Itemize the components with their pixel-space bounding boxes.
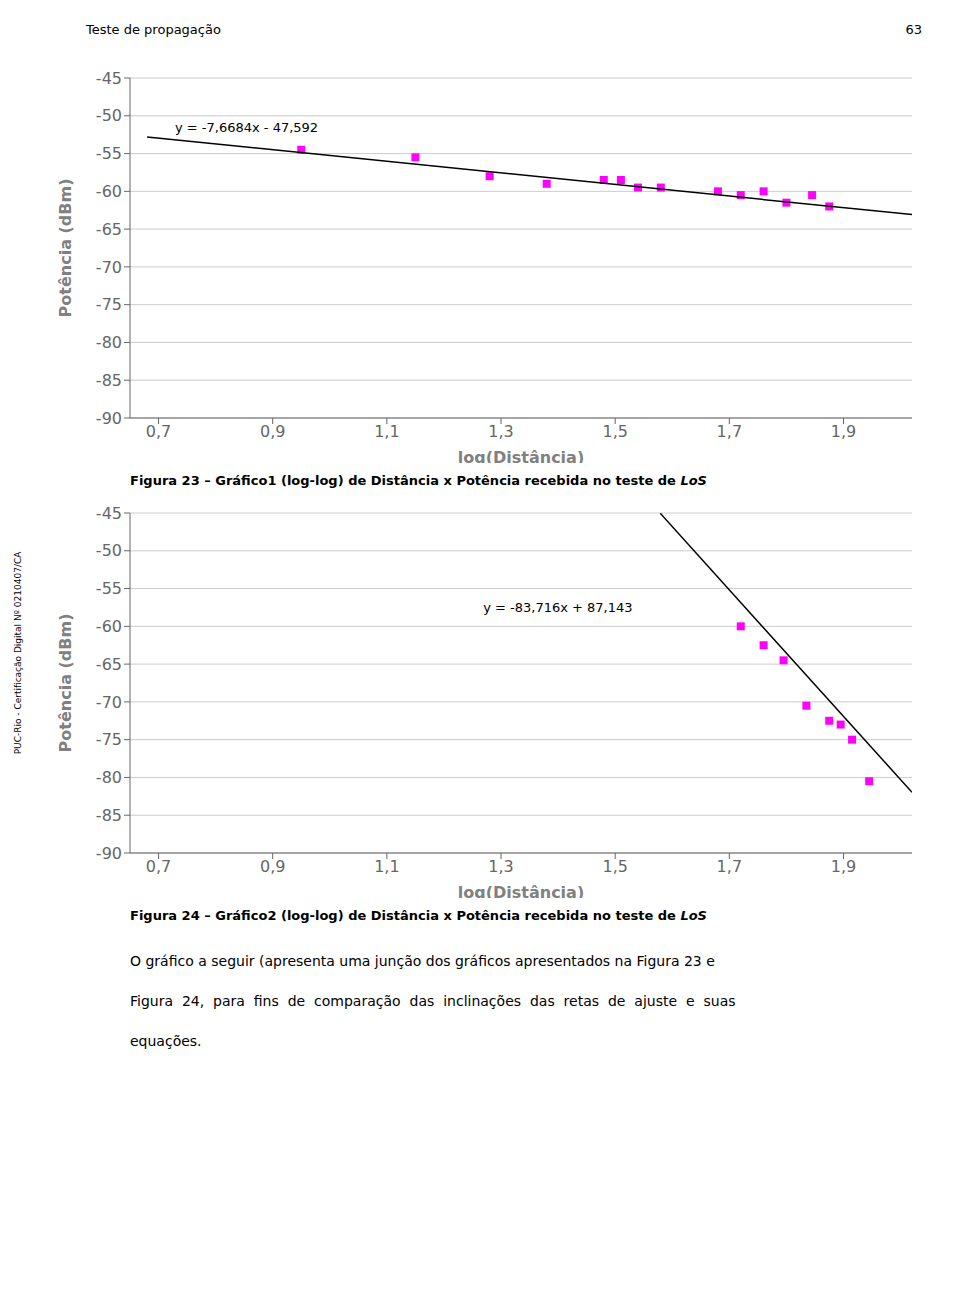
html-text:Figura 24 – Gráfico2 (log-log): Figura 24 – Gráfico2 (log-log) de Distân…: [130, 908, 707, 923]
svg-text:y = -7,6684x - 47,592: y = -7,6684x - 47,592: [175, 120, 318, 135]
svg-text:-65: -65: [96, 655, 122, 674]
svg-text:-60: -60: [96, 182, 122, 201]
svg-text:1,1: 1,1: [374, 422, 399, 441]
svg-text:-75: -75: [96, 730, 122, 749]
html-text:63: 63: [905, 22, 922, 37]
svg-text:1,5: 1,5: [602, 422, 627, 441]
svg-text:-45: -45: [96, 504, 122, 523]
svg-text:-80: -80: [96, 333, 122, 352]
svg-text:-70: -70: [96, 693, 122, 712]
svg-text:-60: -60: [96, 617, 122, 636]
svg-text:1,3: 1,3: [488, 857, 513, 876]
svg-text:1,7: 1,7: [717, 422, 742, 441]
svg-text:-55: -55: [96, 144, 122, 163]
svg-text:log(Distância): log(Distância): [458, 883, 584, 898]
svg-text:0,9: 0,9: [260, 857, 285, 876]
svg-text:0,7: 0,7: [146, 857, 171, 876]
svg-text:0,9: 0,9: [260, 422, 285, 441]
svg-text:-75: -75: [96, 295, 122, 314]
html-text:Figura 24, para fins de compar: Figura 24, para fins de comparação das i…: [130, 993, 736, 1009]
svg-text:y = -83,716x + 87,143: y = -83,716x + 87,143: [483, 600, 632, 615]
svg-text:1,5: 1,5: [602, 857, 627, 876]
html-text:equações.: equações.: [130, 1033, 202, 1049]
svg-text:-85: -85: [96, 371, 122, 390]
html-text:Figura 23 – Gráfico1 (log-log): Figura 23 – Gráfico1 (log-log) de Distân…: [130, 473, 707, 488]
html-text:O gráfico a seguir (apresenta: O gráfico a seguir (apresenta uma junção…: [130, 953, 715, 969]
html-text:Teste de propagação: Teste de propagação: [86, 22, 221, 37]
svg-text:-70: -70: [96, 258, 122, 277]
svg-text:1,9: 1,9: [831, 857, 856, 876]
svg-text:-50: -50: [96, 541, 122, 560]
svg-text:1,9: 1,9: [831, 422, 856, 441]
svg-text:Potência (dBm): Potência (dBm): [56, 179, 75, 318]
html-text:PUC-Rio - Certificação Digital: PUC-Rio - Certificação Digital Nº 021040…: [13, 551, 23, 755]
svg-text:-55: -55: [96, 579, 122, 598]
svg-text:-50: -50: [96, 106, 122, 125]
svg-text:-90: -90: [96, 844, 122, 863]
svg-text:-65: -65: [96, 220, 122, 239]
svg-text:-90: -90: [96, 409, 122, 428]
svg-text:1,1: 1,1: [374, 857, 399, 876]
svg-text:0,7: 0,7: [146, 422, 171, 441]
svg-text:1,3: 1,3: [488, 422, 513, 441]
svg-text:1,7: 1,7: [717, 857, 742, 876]
svg-text:log(Distância): log(Distância): [458, 448, 584, 463]
svg-text:Potência (dBm): Potência (dBm): [56, 614, 75, 753]
svg-text:-80: -80: [96, 768, 122, 787]
svg-text:-85: -85: [96, 806, 122, 825]
svg-text:-45: -45: [96, 69, 122, 88]
